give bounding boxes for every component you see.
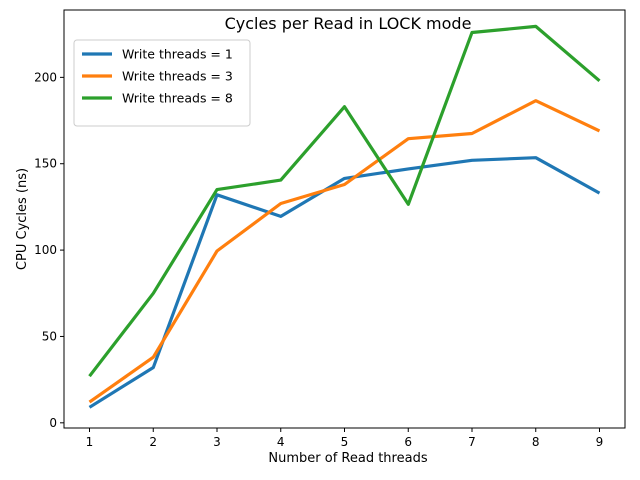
y-tick-label: 100: [34, 243, 57, 257]
x-tick-label: 8: [532, 435, 540, 449]
y-tick-label: 0: [49, 416, 57, 430]
y-tick-label: 200: [34, 70, 57, 84]
x-tick-label: 7: [468, 435, 476, 449]
y-axis-label: CPU Cycles (ns): [15, 168, 30, 270]
y-axis-ticks: 0 50 100 150 200: [34, 70, 64, 430]
plot-area: [88, 24, 601, 409]
x-tick-label: 4: [277, 435, 285, 449]
legend-label: Write threads = 3: [122, 69, 233, 84]
legend-label: Write threads = 1: [122, 47, 233, 62]
legend-box: [73, 39, 251, 127]
x-tick-label: 3: [213, 435, 221, 449]
x-axis-ticks: 1 2 3 4 5 6 7 8 9: [86, 428, 604, 449]
x-tick-label: 5: [341, 435, 349, 449]
x-tick-label: 1: [86, 435, 94, 449]
series-line-1: [88, 156, 601, 409]
x-tick-label: 2: [149, 435, 157, 449]
x-axis-label: Number of Read threads: [268, 451, 427, 466]
series-line-2: [88, 99, 601, 404]
legend-label: Write threads = 8: [122, 91, 233, 106]
legend: Write threads = 1 Write threads = 3 Write …: [73, 39, 251, 127]
x-tick-label: 6: [404, 435, 412, 449]
y-tick-label: 50: [42, 329, 57, 343]
chart-title: Cycles per Read in LOCK mode: [225, 14, 472, 33]
series-line-3: [88, 24, 601, 378]
y-tick-label: 150: [34, 157, 57, 171]
x-tick-label: 9: [596, 435, 604, 449]
